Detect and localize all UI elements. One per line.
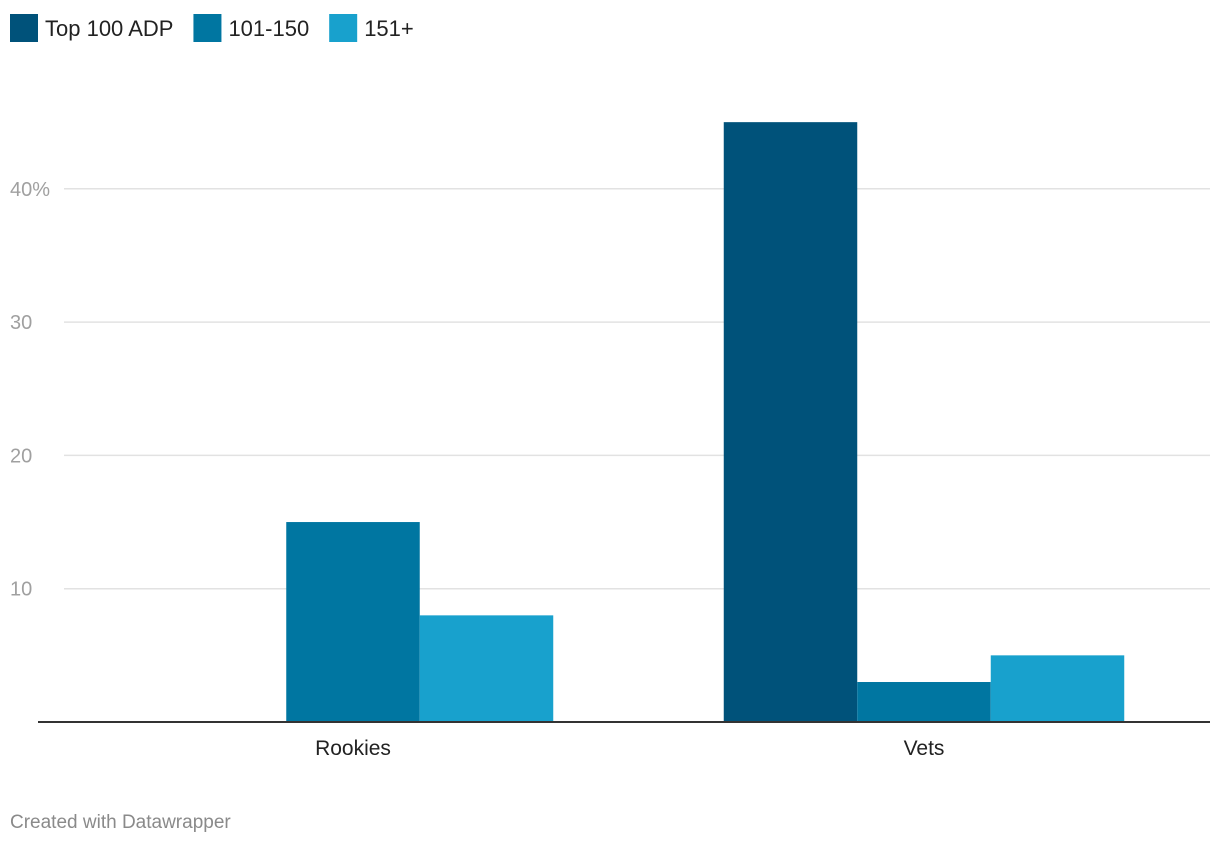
credit-text: Created with Datawrapper <box>10 812 231 833</box>
legend-label: 151+ <box>364 16 414 41</box>
legend-swatch <box>10 14 38 42</box>
bars <box>286 122 1125 722</box>
bar <box>857 682 991 722</box>
bar <box>723 122 858 722</box>
y-tick-label: 10 <box>10 579 32 601</box>
y-tick-label: 40% <box>10 179 50 201</box>
legend-label: 101-150 <box>228 16 309 41</box>
legend-swatch <box>193 14 222 42</box>
y-tick-label: 20 <box>10 445 32 467</box>
bar <box>419 615 554 722</box>
legend-label: Top 100 ADP <box>45 16 173 41</box>
bar <box>286 522 420 722</box>
x-tick-label: Vets <box>904 737 945 760</box>
y-tick-label: 30 <box>10 312 32 334</box>
x-tick-label: Rookies <box>315 737 391 760</box>
gridlines: 10 20 30 40% <box>10 179 1210 601</box>
category-labels: Rookies Vets <box>38 721 1210 760</box>
legend-swatch <box>329 14 358 42</box>
legend: Top 100 ADP 101-150 151+ <box>10 14 414 42</box>
bar <box>990 655 1125 722</box>
